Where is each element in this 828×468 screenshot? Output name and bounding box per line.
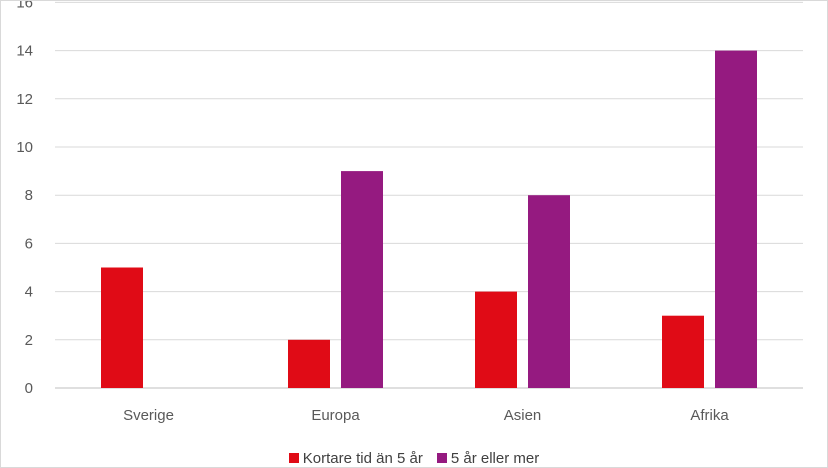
bar-afrika-series-1 <box>662 315 704 388</box>
y-tick-label: 10 <box>16 139 33 156</box>
x-tick-label: Asien <box>504 407 542 424</box>
y-tick-label: 2 <box>25 332 33 349</box>
bar-sverige-series-1 <box>101 267 143 388</box>
y-tick-label: 16 <box>16 0 33 11</box>
x-tick-label: Sverige <box>123 407 174 424</box>
y-tick-label: 12 <box>16 91 33 108</box>
bars <box>101 50 757 388</box>
bar-europa-series-1 <box>288 339 330 388</box>
bar-asien-series-2 <box>528 195 570 388</box>
legend-item-series-2: 5 år eller mer <box>436 449 540 467</box>
legend-label-series-1: Kortare tid än 5 år <box>302 449 423 467</box>
y-tick-label: 6 <box>25 235 33 252</box>
legend-item-series-1: Kortare tid än 5 år <box>288 449 423 467</box>
y-tick-label: 0 <box>25 380 33 397</box>
y-axis-ticks: 0 2 4 6 8 10 12 14 16 <box>16 0 33 397</box>
y-tick-label: 8 <box>25 187 33 204</box>
x-axis-ticks: Sverige Europa Asien Afrika <box>123 407 729 424</box>
bar-asien-series-1 <box>475 291 517 388</box>
y-tick-label: 4 <box>25 284 33 301</box>
gridlines <box>55 1 803 389</box>
bar-europa-series-2 <box>341 171 383 388</box>
legend-swatch-series-2 <box>436 453 447 463</box>
y-tick-label: 14 <box>16 43 33 60</box>
legend: Kortare tid än 5 år 5 år eller mer <box>0 448 828 468</box>
legend-swatch-series-1 <box>288 453 299 463</box>
bar-afrika-series-2 <box>715 50 757 388</box>
legend-label-series-2: 5 år eller mer <box>450 449 540 467</box>
x-tick-label: Europa <box>311 407 360 424</box>
x-tick-label: Afrika <box>690 407 729 424</box>
